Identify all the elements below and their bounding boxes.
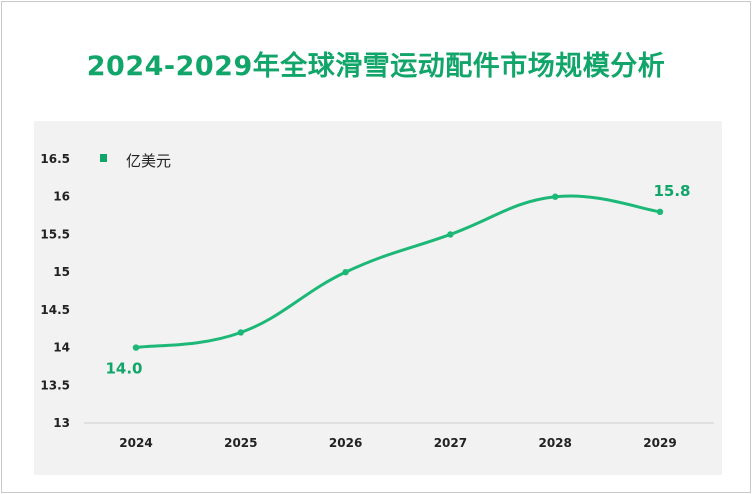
data-point [132, 344, 140, 351]
data-point [342, 268, 349, 276]
x-tick-label: 2028 [538, 436, 571, 450]
x-tick-label: 2026 [329, 436, 362, 450]
chart-title: 2024-2029年全球滑雪运动配件市场规模分析 [86, 51, 666, 82]
data-point [552, 193, 559, 200]
legend-marker [100, 154, 107, 162]
series-layer [132, 193, 664, 351]
data-label: 14.0 [105, 360, 142, 378]
legend-label: 亿美元 [126, 152, 171, 170]
y-tick-label: 16 [53, 190, 70, 204]
data-labels: 14.0 15.8 [105, 182, 690, 378]
data-point [656, 208, 664, 215]
y-tick-label: 14 [53, 341, 70, 355]
legend: 亿美元 [100, 152, 171, 170]
y-tick-label: 15.5 [40, 227, 70, 241]
y-tick-label: 16.5 [40, 152, 70, 166]
series-line [134, 194, 662, 350]
y-axis-ticks: 13 13.5 14 14.5 15 15.5 16 16.5 [40, 152, 70, 430]
data-label: 15.8 [653, 182, 690, 200]
x-tick-label: 2027 [434, 436, 467, 450]
y-tick-label: 13 [53, 416, 70, 430]
data-point [447, 231, 454, 238]
y-tick-label: 14.5 [40, 303, 70, 317]
data-point [237, 329, 244, 336]
y-tick-label: 13.5 [40, 378, 70, 392]
plot-area [34, 121, 722, 475]
y-tick-label: 15 [53, 265, 70, 279]
x-tick-label: 2025 [224, 436, 257, 450]
x-tick-label: 2029 [643, 436, 676, 450]
x-axis-ticks: 2024 2025 2026 2027 2028 2029 [119, 436, 676, 450]
x-tick-label: 2024 [119, 436, 152, 450]
